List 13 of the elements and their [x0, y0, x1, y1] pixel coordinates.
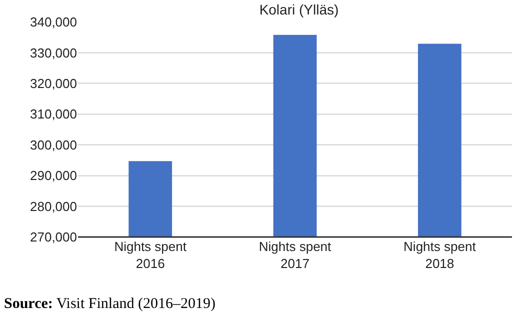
y-tick-label: 330,000: [30, 45, 77, 60]
x-tick-label: Nights spent 2017: [258, 239, 332, 271]
y-tick-label: 320,000: [30, 76, 77, 91]
x-tick-label: Nights spent 2016: [114, 239, 187, 271]
y-tick-label: 340,000: [30, 14, 77, 30]
y-tick-label: 280,000: [30, 198, 77, 214]
x-tick-label: Nights spent 2018: [404, 239, 476, 271]
chart-title: Kolari (Ylläs): [259, 2, 339, 18]
source-note: Source: Visit Finland (2016–2019): [4, 296, 216, 312]
y-tick-label: 290,000: [30, 168, 77, 184]
y-tick-label: 310,000: [30, 106, 77, 122]
y-tick-label: 300,000: [30, 137, 77, 152]
y-tick-label: 270,000: [30, 230, 77, 245]
